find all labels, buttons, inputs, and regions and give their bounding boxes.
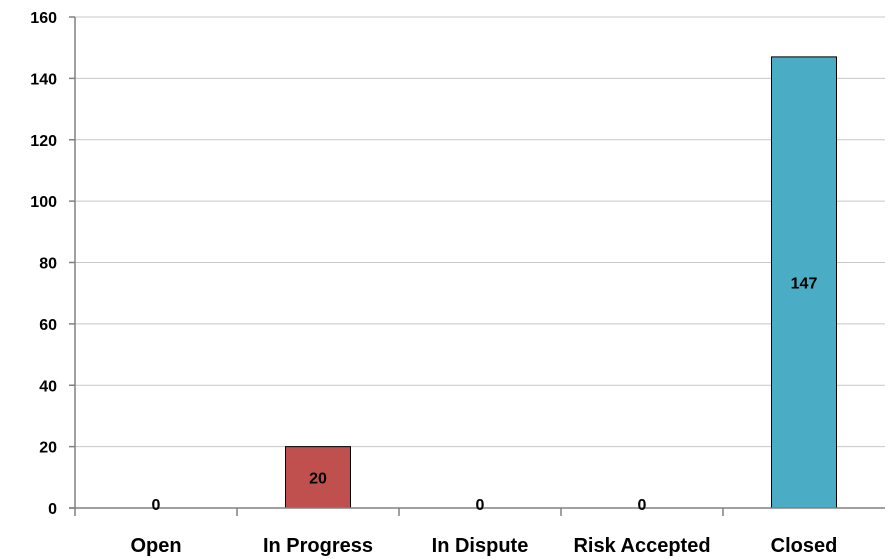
y-tick-label-100: 100 <box>30 194 57 211</box>
data-label-in-dispute: 0 <box>476 497 485 514</box>
x-tick-label-open: Open <box>130 535 181 557</box>
x-tick-label-in-dispute: In Dispute <box>432 535 529 557</box>
x-tick-label-closed: Closed <box>771 535 838 557</box>
bars <box>285 56 837 509</box>
data-label-in-progress: 20 <box>309 470 327 487</box>
y-tick-label-160: 160 <box>30 10 57 27</box>
data-label-closed: 147 <box>791 275 818 292</box>
data-label-risk-accepted: 0 <box>638 497 647 514</box>
y-tick-label-40: 40 <box>39 378 57 395</box>
y-tick-label-20: 20 <box>39 440 57 457</box>
bar-in-progress <box>285 446 351 509</box>
bar-closed <box>771 56 837 509</box>
x-tick-label-in-progress: In Progress <box>263 535 373 557</box>
gridlines <box>75 16 885 448</box>
axes <box>69 16 885 516</box>
y-tick-label-80: 80 <box>39 256 57 273</box>
y-tick-label-0: 0 <box>48 501 57 518</box>
data-label-open: 0 <box>152 497 161 514</box>
y-tick-label-120: 120 <box>30 133 57 150</box>
y-tick-label-60: 60 <box>39 317 57 334</box>
x-tick-label-risk-accepted: Risk Accepted <box>573 535 710 557</box>
y-tick-label-140: 140 <box>30 71 57 88</box>
labels: 0 20 40 60 80 100 120 140 160 0 Open 20 In Progress 0… <box>30 10 837 557</box>
